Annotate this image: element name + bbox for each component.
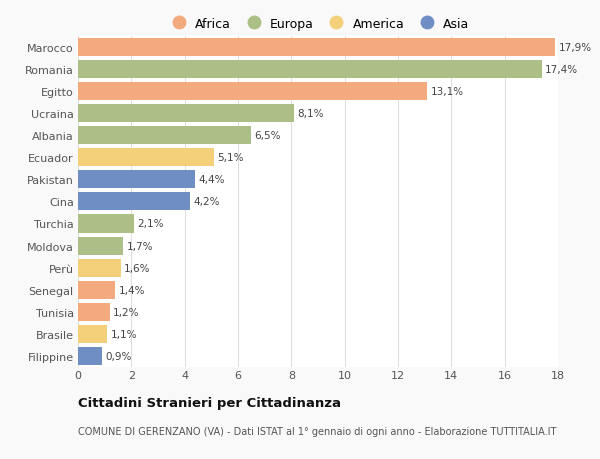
Text: 17,9%: 17,9% bbox=[559, 43, 592, 53]
Text: 2,1%: 2,1% bbox=[137, 219, 164, 229]
Text: 1,4%: 1,4% bbox=[119, 285, 145, 295]
Text: 4,2%: 4,2% bbox=[193, 197, 220, 207]
Bar bbox=[78, 325, 107, 343]
Bar bbox=[78, 127, 251, 145]
Bar bbox=[78, 281, 115, 299]
Bar bbox=[78, 61, 542, 79]
Bar bbox=[78, 171, 196, 189]
Text: 1,1%: 1,1% bbox=[110, 329, 137, 339]
Bar bbox=[78, 303, 110, 321]
Text: 8,1%: 8,1% bbox=[297, 109, 323, 119]
Bar bbox=[78, 39, 556, 57]
Text: 0,9%: 0,9% bbox=[105, 351, 131, 361]
Legend: Africa, Europa, America, Asia: Africa, Europa, America, Asia bbox=[167, 18, 469, 31]
Bar bbox=[78, 149, 214, 167]
Text: Cittadini Stranieri per Cittadinanza: Cittadini Stranieri per Cittadinanza bbox=[78, 396, 341, 409]
Text: 17,4%: 17,4% bbox=[545, 65, 578, 75]
Text: 5,1%: 5,1% bbox=[217, 153, 244, 163]
Bar bbox=[78, 83, 427, 101]
Text: COMUNE DI GERENZANO (VA) - Dati ISTAT al 1° gennaio di ogni anno - Elaborazione : COMUNE DI GERENZANO (VA) - Dati ISTAT al… bbox=[78, 426, 556, 436]
Bar bbox=[78, 259, 121, 277]
Bar bbox=[78, 215, 134, 233]
Text: 1,7%: 1,7% bbox=[127, 241, 153, 251]
Bar bbox=[78, 347, 102, 365]
Text: 13,1%: 13,1% bbox=[431, 87, 464, 97]
Text: 4,4%: 4,4% bbox=[199, 175, 225, 185]
Bar bbox=[78, 193, 190, 211]
Bar bbox=[78, 237, 124, 255]
Text: 6,5%: 6,5% bbox=[254, 131, 281, 141]
Text: 1,6%: 1,6% bbox=[124, 263, 151, 273]
Text: 1,2%: 1,2% bbox=[113, 307, 140, 317]
Bar bbox=[78, 105, 294, 123]
